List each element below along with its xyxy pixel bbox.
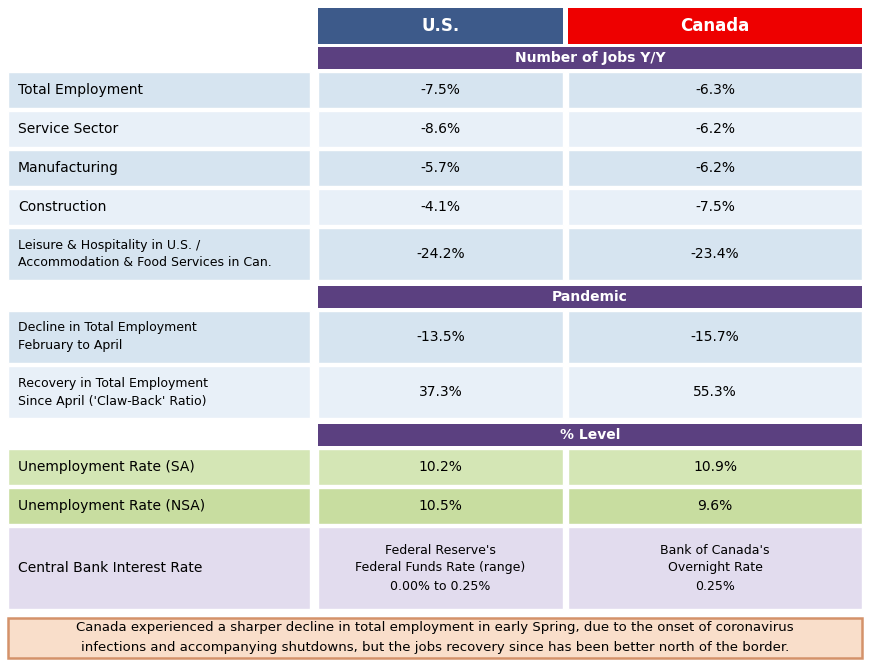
Text: -13.5%: -13.5%: [415, 330, 464, 344]
Bar: [318, 424, 861, 446]
Bar: [567, 8, 861, 44]
Text: -7.5%: -7.5%: [420, 83, 460, 97]
Bar: [318, 527, 562, 609]
Bar: [318, 189, 562, 225]
Text: -24.2%: -24.2%: [415, 247, 464, 261]
Text: -5.7%: -5.7%: [420, 161, 460, 175]
Text: -7.5%: -7.5%: [694, 200, 734, 214]
Bar: [567, 311, 861, 363]
Text: 55.3%: 55.3%: [693, 385, 736, 399]
Text: Central Bank Interest Rate: Central Bank Interest Rate: [18, 561, 202, 575]
Bar: [8, 366, 309, 418]
Text: -8.6%: -8.6%: [420, 122, 460, 136]
Bar: [8, 189, 309, 225]
Bar: [8, 488, 309, 524]
Text: Total Employment: Total Employment: [18, 83, 143, 97]
Bar: [318, 449, 562, 485]
Bar: [8, 111, 309, 147]
Bar: [8, 311, 309, 363]
Bar: [318, 311, 562, 363]
Text: U.S.: U.S.: [421, 17, 459, 35]
Text: Federal Reserve's
Federal Funds Rate (range)
0.00% to 0.25%: Federal Reserve's Federal Funds Rate (ra…: [355, 544, 525, 592]
Bar: [567, 527, 861, 609]
Bar: [318, 228, 562, 280]
Bar: [567, 150, 861, 186]
Bar: [567, 72, 861, 108]
Bar: [318, 72, 562, 108]
Text: -4.1%: -4.1%: [420, 200, 460, 214]
Bar: [8, 228, 309, 280]
Text: Decline in Total Employment
February to April: Decline in Total Employment February to …: [18, 321, 196, 353]
Bar: [567, 228, 861, 280]
Text: -6.2%: -6.2%: [694, 161, 734, 175]
Text: % Level: % Level: [559, 428, 620, 442]
Text: 10.2%: 10.2%: [418, 460, 462, 474]
Bar: [318, 286, 861, 308]
Bar: [318, 8, 562, 44]
Bar: [318, 150, 562, 186]
Bar: [8, 449, 309, 485]
Text: -6.3%: -6.3%: [694, 83, 734, 97]
Text: Canada: Canada: [680, 17, 749, 35]
Bar: [8, 150, 309, 186]
Bar: [567, 189, 861, 225]
Text: Construction: Construction: [18, 200, 106, 214]
Text: 37.3%: 37.3%: [418, 385, 461, 399]
Bar: [318, 47, 861, 69]
Text: -6.2%: -6.2%: [694, 122, 734, 136]
Text: Bank of Canada's
Overnight Rate
0.25%: Bank of Canada's Overnight Rate 0.25%: [660, 544, 769, 592]
Text: Manufacturing: Manufacturing: [18, 161, 119, 175]
Bar: [567, 111, 861, 147]
Bar: [318, 488, 562, 524]
Text: Pandemic: Pandemic: [552, 290, 627, 304]
Text: Number of Jobs Y/Y: Number of Jobs Y/Y: [514, 51, 665, 65]
Text: -23.4%: -23.4%: [690, 247, 739, 261]
Text: Canada experienced a sharper decline in total employment in early Spring, due to: Canada experienced a sharper decline in …: [76, 622, 793, 655]
Bar: [567, 488, 861, 524]
Text: -15.7%: -15.7%: [690, 330, 739, 344]
Text: 10.5%: 10.5%: [418, 499, 462, 513]
Text: 9.6%: 9.6%: [697, 499, 732, 513]
Text: Service Sector: Service Sector: [18, 122, 118, 136]
Bar: [8, 527, 309, 609]
Bar: [8, 72, 309, 108]
Bar: [318, 366, 562, 418]
Text: 10.9%: 10.9%: [693, 460, 736, 474]
Text: Unemployment Rate (NSA): Unemployment Rate (NSA): [18, 499, 205, 513]
Bar: [567, 366, 861, 418]
Bar: [567, 449, 861, 485]
Text: Unemployment Rate (SA): Unemployment Rate (SA): [18, 460, 195, 474]
FancyBboxPatch shape: [8, 618, 861, 658]
Text: Recovery in Total Employment
Since April ('Claw-Back' Ratio): Recovery in Total Employment Since April…: [18, 376, 208, 408]
Text: Leisure & Hospitality in U.S. /
Accommodation & Food Services in Can.: Leisure & Hospitality in U.S. / Accommod…: [18, 238, 271, 270]
Bar: [318, 111, 562, 147]
